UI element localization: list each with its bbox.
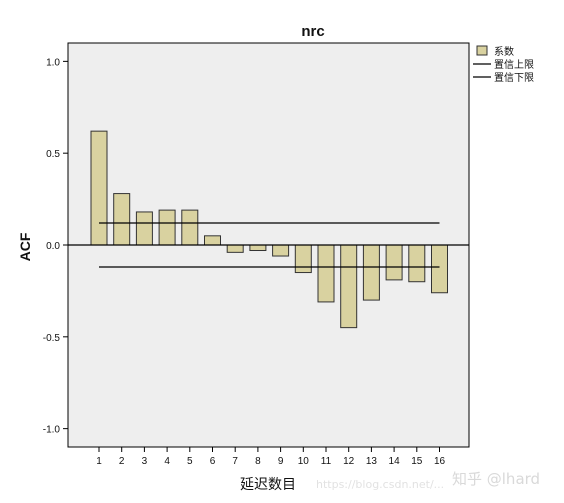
x-tick-label: 4 [164, 456, 170, 467]
y-axis-ticks: 1.0 0.5 0.0 -0.5 -1.0 [43, 57, 68, 436]
acf-bar [249, 244, 267, 252]
legend-label-upper: 置信上限 [494, 59, 534, 71]
chart-title: nrc [301, 23, 324, 40]
acf-bar [113, 193, 131, 246]
acf-bar [90, 130, 108, 246]
x-tick-label: 16 [434, 456, 446, 467]
legend-swatch-bars [476, 45, 488, 56]
x-tick-label: 1 [96, 456, 102, 467]
acf-bar [181, 209, 199, 246]
y-axis-label: ACF [17, 232, 33, 261]
acf-bar [158, 209, 176, 246]
x-tick-label: 5 [187, 456, 193, 467]
acf-bar [340, 244, 358, 329]
acf-bar [294, 244, 312, 274]
watermark-brand: 知乎 @lhard [452, 470, 540, 488]
x-tick-label: 3 [142, 456, 148, 467]
y-tick-label: 0.0 [46, 241, 60, 252]
legend-label-coefficient: 系数 [494, 45, 514, 58]
y-tick-label: -0.5 [43, 333, 61, 344]
acf-bar [431, 244, 448, 294]
x-tick-label: 6 [210, 456, 216, 467]
watermark-url: https://blog.csdn.net/... [316, 478, 444, 491]
acf-bar [226, 244, 244, 253]
acf-bars [90, 130, 448, 329]
y-tick-label: -1.0 [43, 425, 61, 436]
acf-bar [362, 244, 380, 301]
acf-bar [317, 244, 335, 303]
legend-label-lower: 置信下限 [494, 72, 534, 84]
acf-bar [408, 244, 426, 283]
legend: 系数 置信上限 置信下限 [473, 45, 534, 84]
x-tick-label: 14 [389, 456, 401, 467]
acf-bar [204, 235, 221, 246]
x-tick-label: 15 [411, 456, 423, 467]
y-tick-label: 1.0 [46, 57, 60, 68]
reference-lines [68, 222, 469, 268]
x-tick-label: 10 [298, 456, 310, 467]
acf-bar [135, 211, 153, 246]
x-tick-label: 12 [343, 456, 355, 467]
x-tick-label: 2 [119, 456, 125, 467]
acf-bar [385, 244, 403, 281]
x-axis-label: 延迟数目 [240, 477, 296, 493]
x-tick-label: 13 [366, 456, 378, 467]
y-tick-label: 0.5 [46, 149, 60, 160]
acf-bar [272, 244, 290, 257]
x-tick-label: 8 [255, 456, 261, 467]
x-tick-label: 9 [278, 456, 284, 467]
x-tick-label: 7 [232, 456, 238, 467]
x-tick-label: 11 [321, 456, 332, 467]
x-axis-ticks: 1 2 3 4 5 6 7 8 9 10 11 12 13 14 15 16 [96, 447, 445, 467]
